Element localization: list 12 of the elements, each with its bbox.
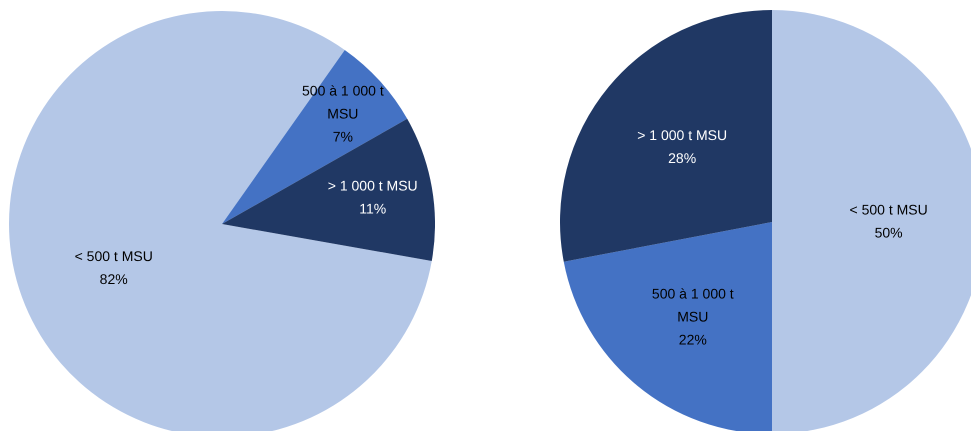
slice-label: > 1 000 t MSU [637,127,728,144]
data-label: 11% [359,200,386,216]
slice-label: 500 à 1 000 t MSU [302,82,384,122]
data-label: 22% [678,332,707,348]
data-label: 28% [668,150,696,166]
data-label: 50% [874,224,903,240]
slice-label: > 1 000 t MSU [328,177,418,194]
slice-label: < 500 t MSU [74,248,153,264]
slice-label: 500 à 1 000 t MSU [652,286,734,325]
data-label: 82% [100,271,128,287]
slice-label: < 500 t MSU [850,201,928,218]
data-label: 7% [332,128,353,144]
